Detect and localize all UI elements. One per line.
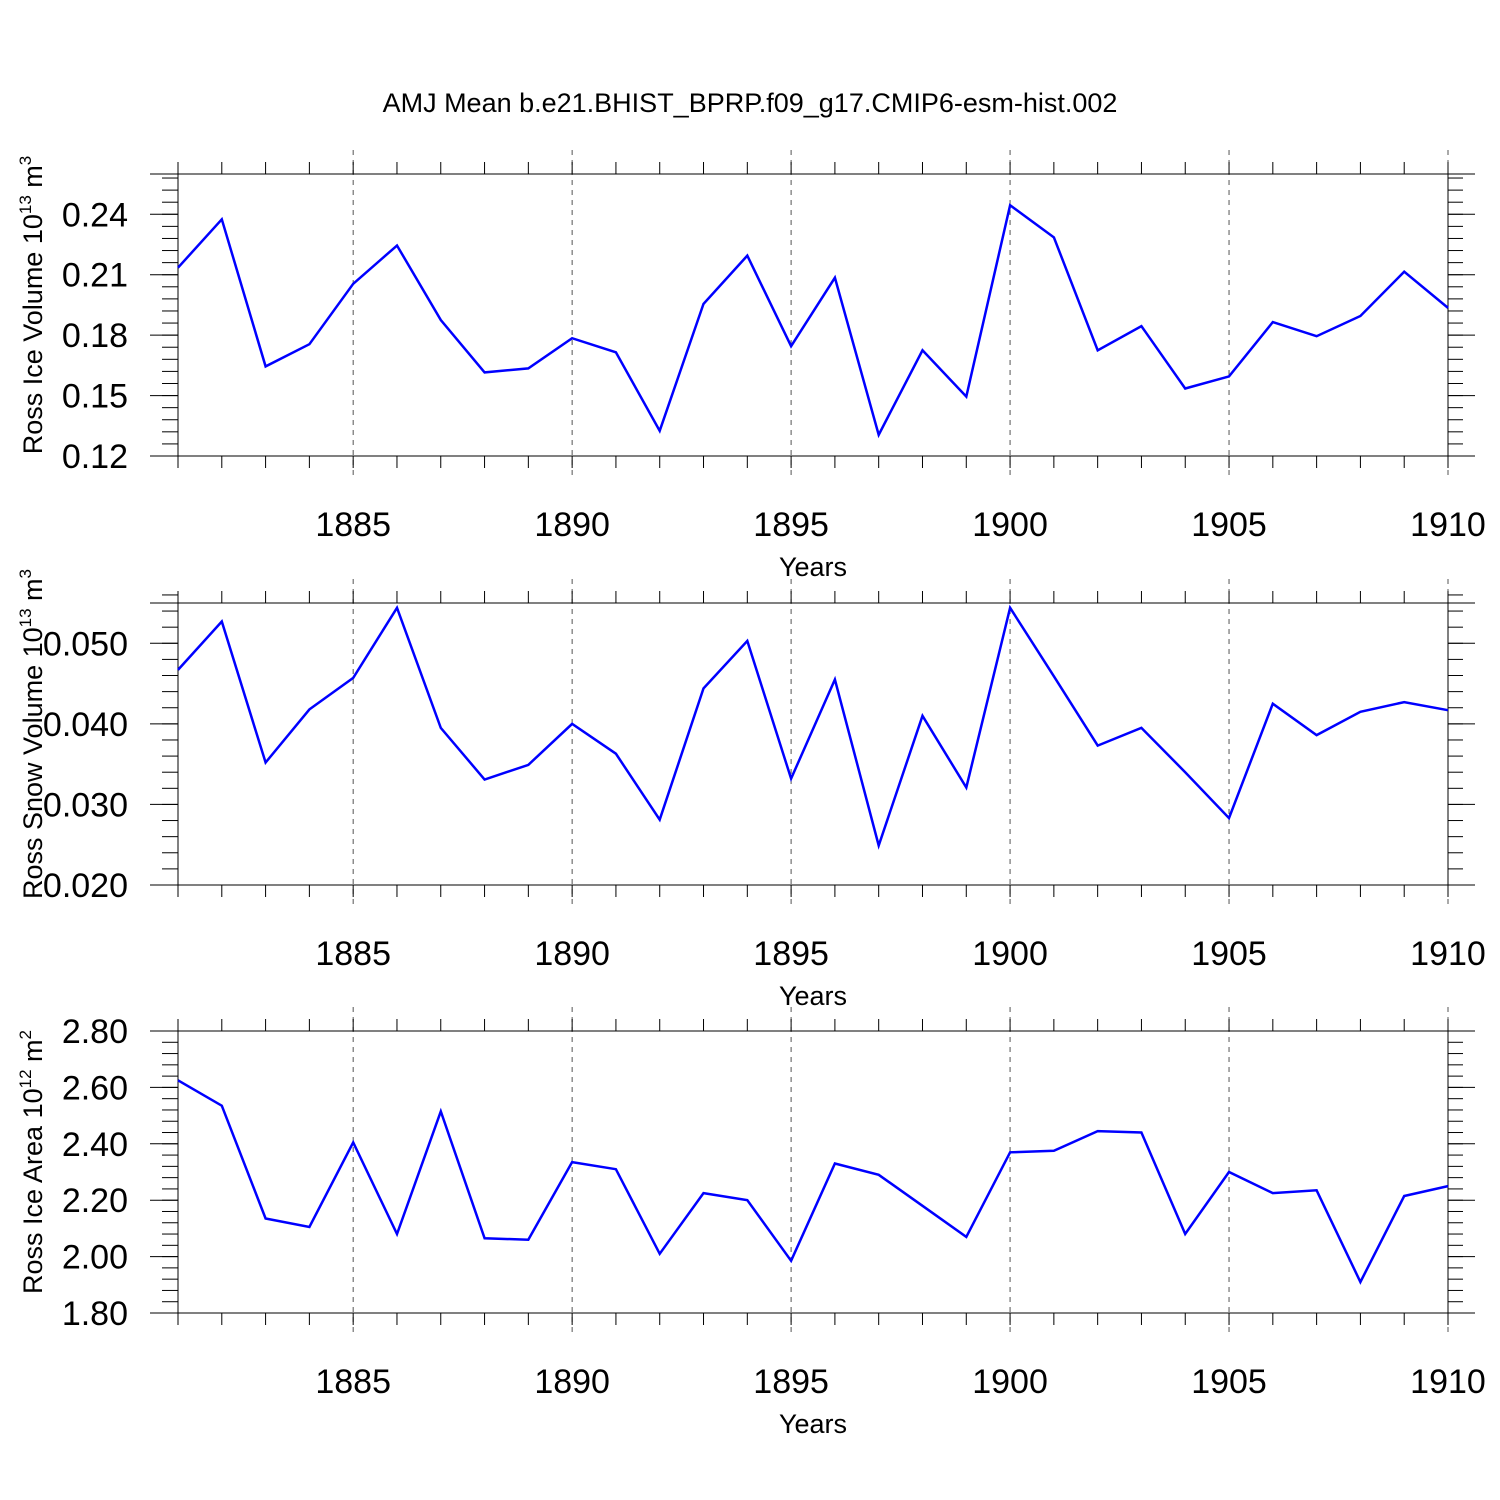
x-tick-label: 1910 (1410, 1363, 1486, 1401)
x-tick-label: 1885 (315, 506, 391, 544)
y-tick-label: 0.040 (43, 706, 128, 744)
y-tick-label: 2.60 (62, 1069, 128, 1107)
x-tick-label: 1890 (534, 935, 610, 973)
y-axis-title: Ross Snow Volume 1013 m3 (16, 569, 48, 899)
x-tick-label: 1910 (1410, 506, 1486, 544)
figure-title: AMJ Mean b.e21.BHIST_BPRP.f09_g17.CMIP6-… (383, 88, 1118, 118)
panel-3: 1.80 2.00 2.20 2.40 2.60 2.80 1885 1890 1895 1900… (16, 1007, 1486, 1439)
x-tick-label: 1895 (753, 935, 829, 973)
x-tick-label: 1890 (534, 506, 610, 544)
x-tick-label: 1905 (1191, 1363, 1267, 1401)
y-tick-label: 0.030 (43, 786, 128, 824)
y-tick-label: 2.00 (62, 1239, 128, 1277)
y-tick-label: 0.020 (43, 867, 128, 905)
y-tick-label: 0.050 (43, 625, 128, 663)
y-tick-label: 0.18 (62, 317, 128, 355)
x-tick-label: 1900 (972, 935, 1048, 973)
y-tick-label: 0.24 (62, 196, 128, 234)
x-tick-label: 1900 (972, 1363, 1048, 1401)
x-tick-label: 1905 (1191, 935, 1267, 973)
y-tick-label: 2.40 (62, 1126, 128, 1164)
y-axis-title: Ross Ice Volume 1013 m3 (16, 156, 48, 455)
y-tick-label: 1.80 (62, 1295, 128, 1333)
x-tick-label: 1905 (1191, 506, 1267, 544)
panel-1: 0.12 0.15 0.18 0.21 0.24 1885 1890 1895 1900 1905… (16, 150, 1486, 582)
y-tick-label: 0.21 (62, 257, 128, 295)
x-tick-label: 1895 (753, 1363, 829, 1401)
x-axis-title: Years (779, 552, 847, 582)
x-axis-title: Years (779, 1409, 847, 1439)
x-tick-label: 1900 (972, 506, 1048, 544)
x-tick-label: 1895 (753, 506, 829, 544)
x-tick-label: 1885 (315, 935, 391, 973)
x-tick-label: 1885 (315, 1363, 391, 1401)
series-line (177, 1079, 1449, 1285)
y-tick-label: 2.20 (62, 1182, 128, 1220)
y-axis-title: Ross Ice Area 1012 m2 (16, 1030, 48, 1294)
panel-2: 0.020 0.030 0.040 0.050 1885 1890 1895 1900 1905… (16, 569, 1486, 1011)
series-line (177, 604, 1449, 850)
x-tick-label: 1910 (1410, 935, 1486, 973)
y-tick-label: 0.15 (62, 378, 128, 416)
x-axis-title: Years (779, 981, 847, 1011)
series-line (177, 203, 1449, 439)
y-tick-label: 0.12 (62, 438, 128, 476)
x-tick-label: 1890 (534, 1363, 610, 1401)
y-tick-label: 2.80 (62, 1013, 128, 1051)
